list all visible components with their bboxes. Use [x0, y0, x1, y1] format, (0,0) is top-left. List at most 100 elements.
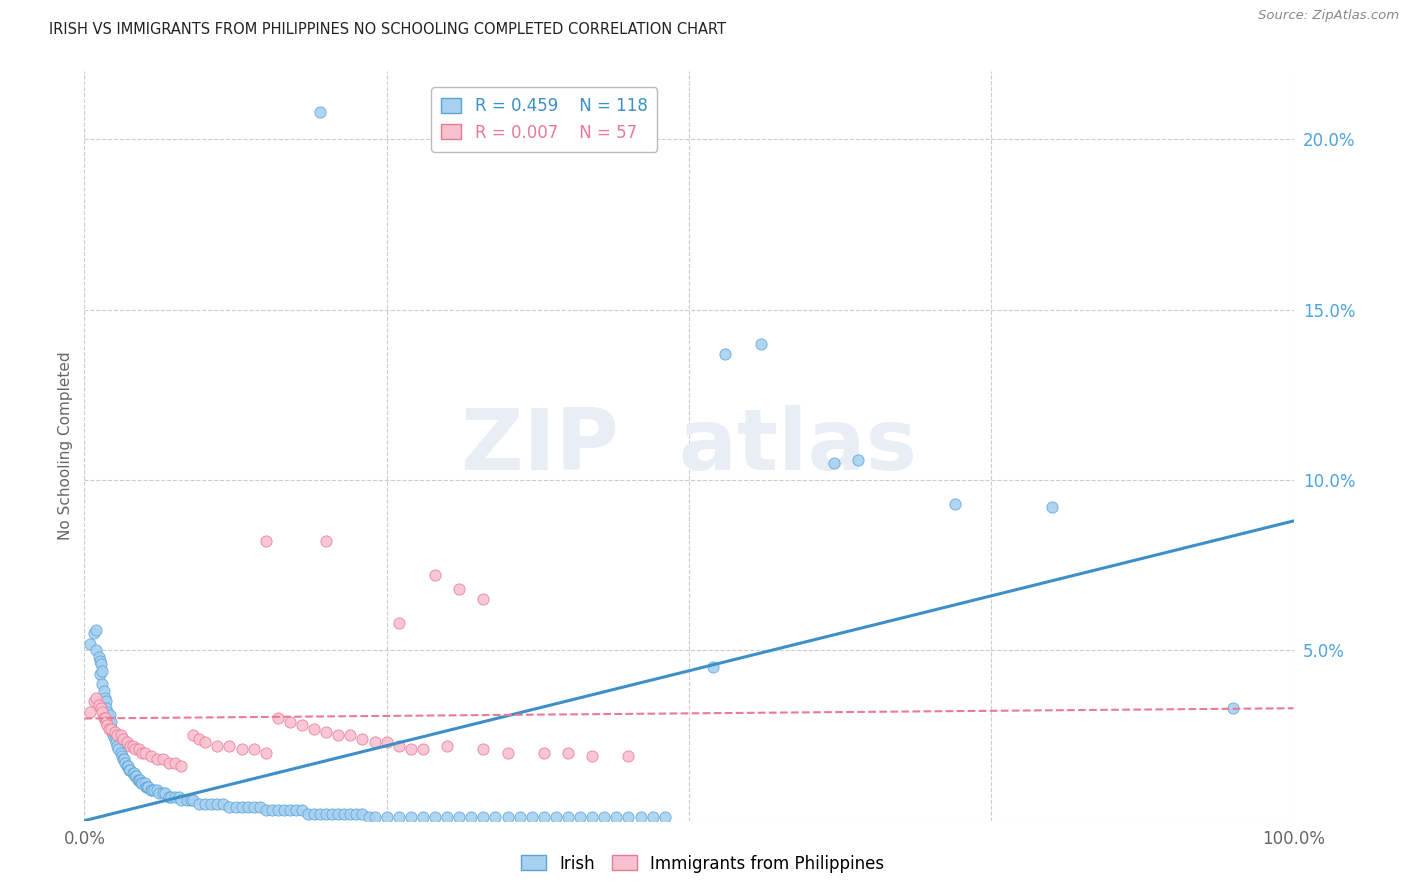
Point — [449, 810, 471, 824]
Point — [91, 677, 114, 691]
Point — [291, 804, 314, 818]
Point — [346, 806, 368, 821]
Point — [496, 810, 519, 824]
Point — [94, 714, 117, 729]
Point — [352, 731, 374, 746]
Point — [93, 684, 115, 698]
Point — [315, 725, 337, 739]
Point — [167, 789, 190, 804]
Point — [218, 800, 240, 814]
Point — [581, 810, 603, 824]
Point — [79, 705, 101, 719]
Point — [472, 810, 495, 824]
Point — [165, 789, 187, 804]
Point — [309, 105, 332, 120]
Point — [278, 714, 301, 729]
Point — [110, 746, 132, 760]
Point — [593, 810, 616, 824]
Point — [94, 701, 117, 715]
Point — [302, 722, 325, 736]
Point — [125, 769, 148, 783]
Point — [134, 746, 156, 760]
Point — [352, 806, 374, 821]
Point — [509, 810, 531, 824]
Point — [284, 804, 308, 818]
Point — [260, 804, 283, 818]
Point — [131, 746, 153, 760]
Point — [139, 748, 162, 763]
Point — [87, 650, 110, 665]
Point — [236, 800, 259, 814]
Point — [472, 742, 495, 756]
Point — [423, 810, 446, 824]
Point — [115, 735, 138, 749]
Point — [278, 804, 301, 818]
Point — [943, 497, 966, 511]
Point — [155, 786, 177, 800]
Point — [129, 776, 152, 790]
Point — [157, 756, 180, 770]
Point — [90, 657, 112, 671]
Point — [315, 806, 337, 821]
Point — [129, 772, 152, 787]
Point — [472, 592, 495, 607]
Point — [520, 810, 543, 824]
Point — [146, 752, 169, 766]
Point — [176, 793, 198, 807]
Point — [86, 623, 108, 637]
Point — [120, 739, 142, 753]
Point — [557, 810, 579, 824]
Point — [170, 793, 193, 807]
Point — [112, 752, 135, 766]
Point — [297, 806, 319, 821]
Point — [141, 783, 163, 797]
Point — [160, 789, 183, 804]
Point — [423, 568, 446, 582]
Point — [267, 711, 290, 725]
Point — [357, 810, 380, 824]
Point — [291, 718, 314, 732]
Point — [90, 701, 112, 715]
Point — [846, 452, 869, 467]
Point — [605, 810, 627, 824]
Point — [617, 810, 640, 824]
Point — [1040, 500, 1063, 515]
Point — [96, 718, 118, 732]
Point — [242, 800, 264, 814]
Point — [242, 742, 264, 756]
Point — [98, 718, 121, 732]
Legend: Irish, Immigrants from Philippines: Irish, Immigrants from Philippines — [515, 848, 891, 880]
Point — [194, 735, 217, 749]
Point — [94, 711, 117, 725]
Point — [114, 756, 136, 770]
Point — [231, 800, 253, 814]
Point — [170, 759, 193, 773]
Point — [104, 725, 127, 739]
Point — [121, 739, 143, 753]
Point — [86, 643, 108, 657]
Point — [641, 810, 664, 824]
Point — [412, 742, 434, 756]
Point — [94, 691, 117, 706]
Point — [496, 746, 519, 760]
Point — [134, 776, 156, 790]
Point — [110, 729, 132, 743]
Legend: R = 0.459    N = 118, R = 0.007    N = 57: R = 0.459 N = 118, R = 0.007 N = 57 — [432, 87, 658, 152]
Point — [388, 616, 411, 631]
Point — [302, 806, 325, 821]
Point — [375, 810, 398, 824]
Point — [111, 748, 134, 763]
Point — [436, 739, 458, 753]
Point — [654, 810, 676, 824]
Point — [412, 810, 434, 824]
Point — [83, 626, 105, 640]
Point — [188, 731, 211, 746]
Point — [93, 711, 115, 725]
Point — [630, 810, 652, 824]
Point — [79, 636, 101, 650]
Point — [97, 722, 120, 736]
Point — [152, 752, 174, 766]
Point — [225, 800, 247, 814]
Point — [91, 664, 114, 678]
Point — [98, 708, 121, 723]
